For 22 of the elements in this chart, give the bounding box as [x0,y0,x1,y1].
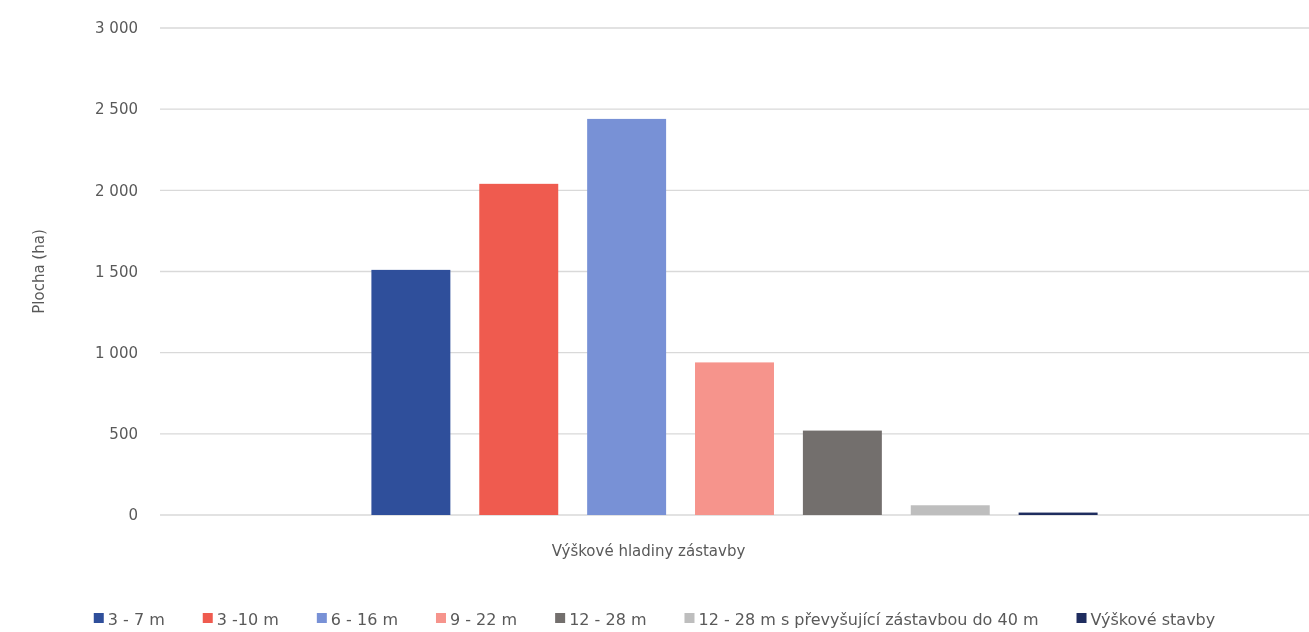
bar [479,183,559,515]
bar [371,269,451,515]
y-tick-label: 1 500 [95,262,138,281]
y-tick-label: 2 500 [95,100,138,119]
legend-label: 12 - 28 m s převyšující zástavbou do 40 m [698,609,1039,629]
y-tick-label: 0 [128,506,138,525]
bar [910,505,990,515]
bar [802,430,882,515]
legend-label: 12 - 28 m [569,609,647,629]
legend-label: Výškové stavby [1090,609,1216,629]
x-axis-title: Výškové hladiny zástavby [551,542,746,560]
y-axis-title: Plocha (ha) [30,229,48,314]
y-tick-label: 3 000 [95,19,138,38]
bar [587,118,667,515]
legend-label: 3 - 7 m [107,609,165,629]
y-tick-label: 2 000 [95,181,138,200]
legend-label: 9 - 22 m [449,609,518,629]
y-tick-label: 500 [109,425,138,444]
legend-label: 3 -10 m [216,609,279,629]
bar [695,362,774,515]
y-tick-label: 1 000 [95,343,138,362]
legend-label: 6 - 16 m [330,609,398,629]
